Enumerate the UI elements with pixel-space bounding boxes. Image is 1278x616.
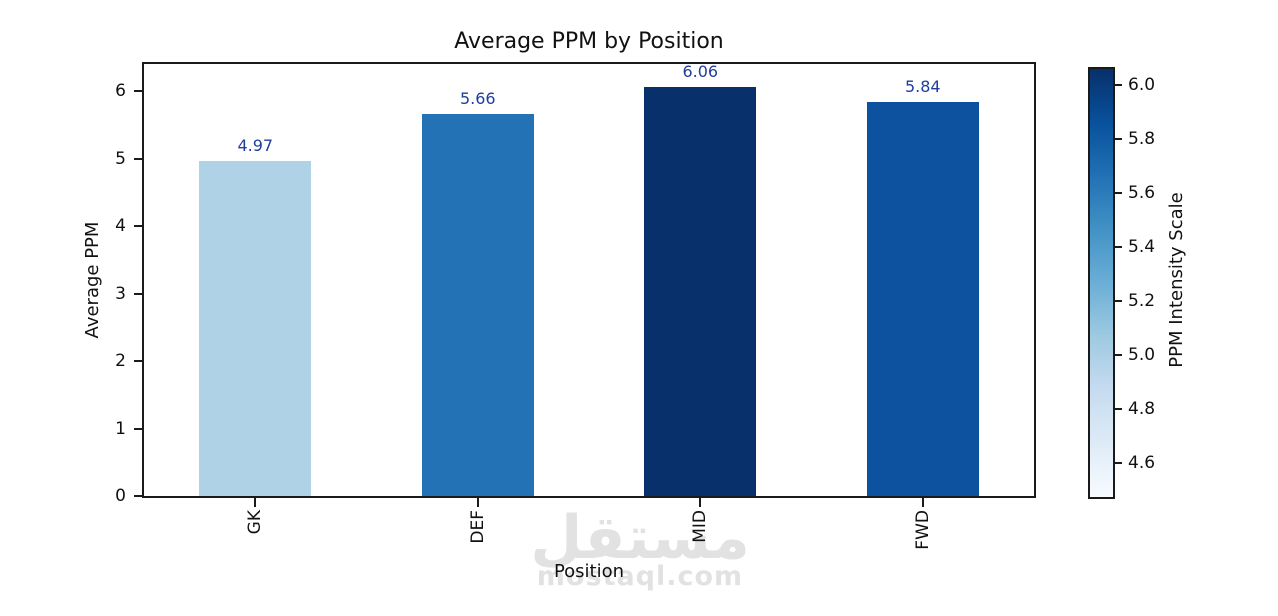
colorbar-tick-label: 5.8 [1128,129,1156,150]
bar-gk [199,160,312,496]
x-tick-mark [921,498,924,507]
y-tick-mark [134,90,142,92]
y-tick-mark [134,225,142,227]
colorbar-tick-mark [1115,407,1122,410]
x-tick-mark [699,498,702,507]
y-tick-mark [134,427,142,430]
bar-fwd [866,101,979,496]
y-tick-label: 1 [115,418,126,439]
bar-value-label-fwd: 5.84 [904,76,941,96]
colorbar-tick-label: 4.8 [1128,398,1156,419]
colorbar [1088,67,1115,499]
colorbar-tick-label: 6.0 [1128,75,1156,96]
colorbar-tick-label: 5.2 [1128,290,1156,311]
y-tick-label: 0 [115,486,126,506]
y-tick-label: 3 [115,283,126,304]
y-tick-mark [134,157,142,160]
plot-area: 4.97 GK 5.66 DEF 6.06 MID 5.84 FWD [142,61,1036,550]
colorbar-tick-mark [1115,299,1122,302]
chart-title: Average PPM by Position [454,29,724,54]
y-tick-label: 6 [115,81,126,101]
colorbar-axis-label: PPM Intensity Scale [1166,192,1187,368]
x-tick-label-def: DEF [467,510,488,544]
colorbar-tick-mark [1115,353,1122,356]
colorbar-tick-label: 4.6 [1128,452,1156,473]
bar-group-fwd: 5.84 FWD [812,64,1035,550]
colorbar-tick-label: 5.6 [1128,183,1156,204]
bar-value-label-mid: 6.06 [682,61,719,81]
colorbar-tick-mark [1115,84,1122,87]
colorbar-tick-label: 5.4 [1128,236,1156,257]
colorbar-tick-mark [1115,461,1122,464]
bar-def [421,113,534,496]
y-tick-label: 2 [115,351,126,371]
bar-group-def: 5.66 DEF [367,64,590,544]
x-tick-label-gk: GK [245,510,266,535]
x-tick-label-fwd: FWD [912,510,933,550]
watermark: مستقل mostaql.com [500,505,780,590]
y-tick-mark [134,495,142,497]
bar-value-label-gk: 4.97 [237,135,274,155]
x-tick-label-mid: MID [690,510,711,543]
colorbar-tick-mark [1115,138,1122,141]
watermark-arabic-text: مستقل [530,503,750,573]
colorbar-tick-mark [1115,245,1122,248]
y-tick-label: 4 [115,216,126,236]
bar-group-gk: 4.97 GK [144,64,367,534]
y-tick-mark [134,292,142,295]
colorbar-tick-label: 5.0 [1128,344,1156,365]
y-tick-label: 5 [115,148,126,169]
watermark-domain-text: mostaql.com [536,561,744,592]
x-tick-mark [254,498,257,507]
colorbar-tick-mark [1115,192,1122,195]
bar-mid [644,86,757,496]
colorbar-ticks: 6.0 5.8 5.6 5.4 5.2 5.0 4.8 4.6 [1115,69,1215,497]
y-tick-mark [134,360,142,362]
y-axis: 0 1 2 3 4 5 6 [0,64,142,506]
bar-group-mid: 6.06 MID [589,61,812,543]
x-tick-mark [476,498,479,507]
bar-value-label-def: 5.66 [459,88,496,108]
y-axis-label: Average PPM [82,221,103,339]
x-axis-label: Position [553,561,625,582]
